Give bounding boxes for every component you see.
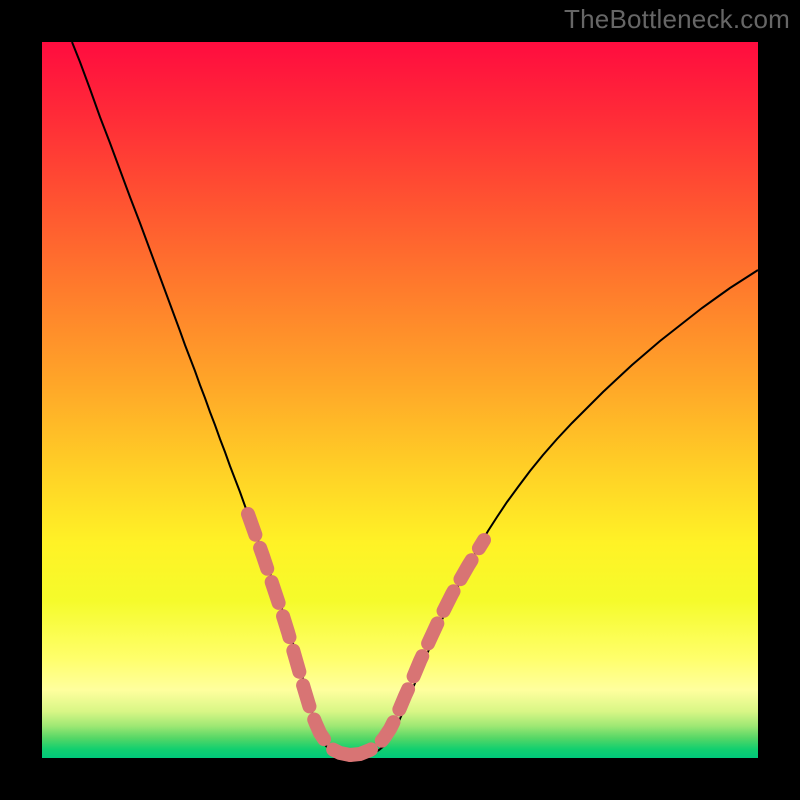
chart-container: TheBottleneck.com [0,0,800,800]
bottleneck-chart [0,0,800,800]
watermark-text: TheBottleneck.com [564,4,790,35]
plot-background [42,42,758,758]
